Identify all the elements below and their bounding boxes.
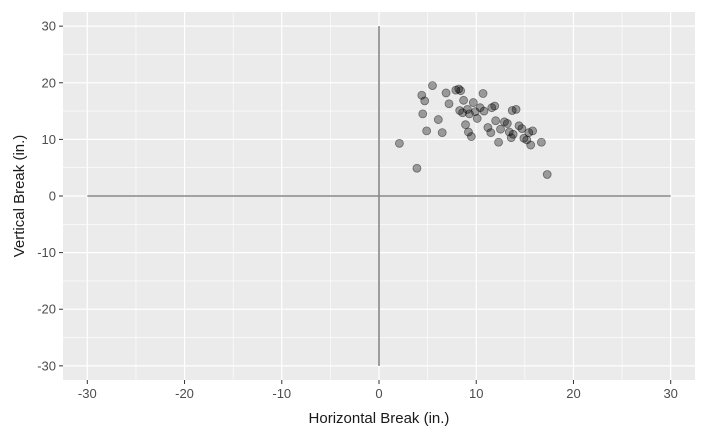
scatter-point: [483, 123, 493, 132]
x-tick-label: -10: [272, 386, 291, 401]
y-tick-label: 20: [42, 75, 56, 90]
scatter-point: [463, 104, 472, 114]
scatter-point: [454, 84, 464, 94]
x-axis-ticks: -30 -20 -10 0 10 20 30: [78, 380, 678, 401]
scatter-point: [466, 132, 476, 141]
scatter-point: [464, 127, 473, 137]
y-tick-label: 10: [42, 132, 56, 147]
scatter-point: [472, 114, 482, 123]
scatter-point: [468, 98, 478, 107]
y-tick-label: -20: [37, 302, 56, 317]
scatter-point: [490, 101, 500, 111]
scatter-point: [500, 117, 509, 127]
reference-lines: [87, 26, 671, 366]
x-tick-label: 20: [566, 386, 580, 401]
scatter-point: [458, 108, 468, 118]
scatter-point: [422, 126, 432, 136]
x-tick-label: 30: [663, 386, 677, 401]
scatter-point: [536, 137, 546, 147]
scatter-point: [417, 90, 427, 100]
scatter-point: [517, 124, 527, 134]
scatter-point: [526, 140, 536, 150]
scatter-point: [491, 116, 501, 126]
scatter-point: [418, 109, 428, 119]
scatter-point: [504, 127, 514, 137]
scatter-point: [444, 99, 454, 109]
scatter-point: [542, 170, 552, 179]
x-tick-label: 10: [469, 386, 483, 401]
x-axis-title: Horizontal Break (in.): [309, 410, 450, 427]
x-tick-label: 0: [375, 386, 382, 401]
scatter-point: [475, 103, 485, 113]
scatter-point: [496, 124, 505, 134]
scatter-point: [514, 121, 524, 131]
scatter-point: [428, 81, 437, 90]
y-axis-ticks: 30 20 10 0 -10 -20 -30: [37, 19, 63, 373]
scatter-point: [465, 109, 474, 119]
scatter-point: [507, 106, 517, 115]
scatter-point: [528, 126, 538, 136]
y-tick-label: -10: [37, 245, 56, 260]
scatter-point: [479, 106, 489, 116]
scatter-point: [437, 128, 447, 137]
y-tick-label: -30: [37, 358, 56, 373]
scatter-point: [395, 138, 404, 148]
scatter-point: [524, 128, 534, 137]
scatter-point: [487, 103, 497, 113]
scatter-point: [459, 95, 468, 105]
scatter-point: [420, 96, 430, 106]
scatter-point: [470, 107, 480, 117]
scatter-point: [494, 137, 503, 147]
x-tick-label: -30: [78, 386, 97, 401]
x-tick-label: -20: [175, 386, 194, 401]
scatter-point: [456, 86, 466, 96]
scatter-point: [511, 104, 521, 114]
scatter-point: [455, 106, 465, 115]
scatter-point: [478, 89, 488, 98]
scatter-point: [519, 133, 529, 143]
scatter-point: [451, 85, 461, 95]
scatter-point: [522, 135, 532, 145]
scatter-point: [502, 119, 512, 128]
y-tick-label: 30: [42, 19, 56, 34]
data-points: [395, 81, 552, 179]
scatter-point: [433, 115, 443, 124]
scatter-point: [461, 120, 470, 130]
scatter-point: [506, 133, 516, 143]
scatter-point: [441, 88, 451, 98]
scatter-point: [486, 128, 496, 137]
scatter-point: [508, 129, 518, 139]
scatter-point: [412, 163, 422, 173]
y-axis-title: Vertical Break (in.): [11, 135, 28, 258]
y-tick-label: 0: [49, 189, 56, 204]
